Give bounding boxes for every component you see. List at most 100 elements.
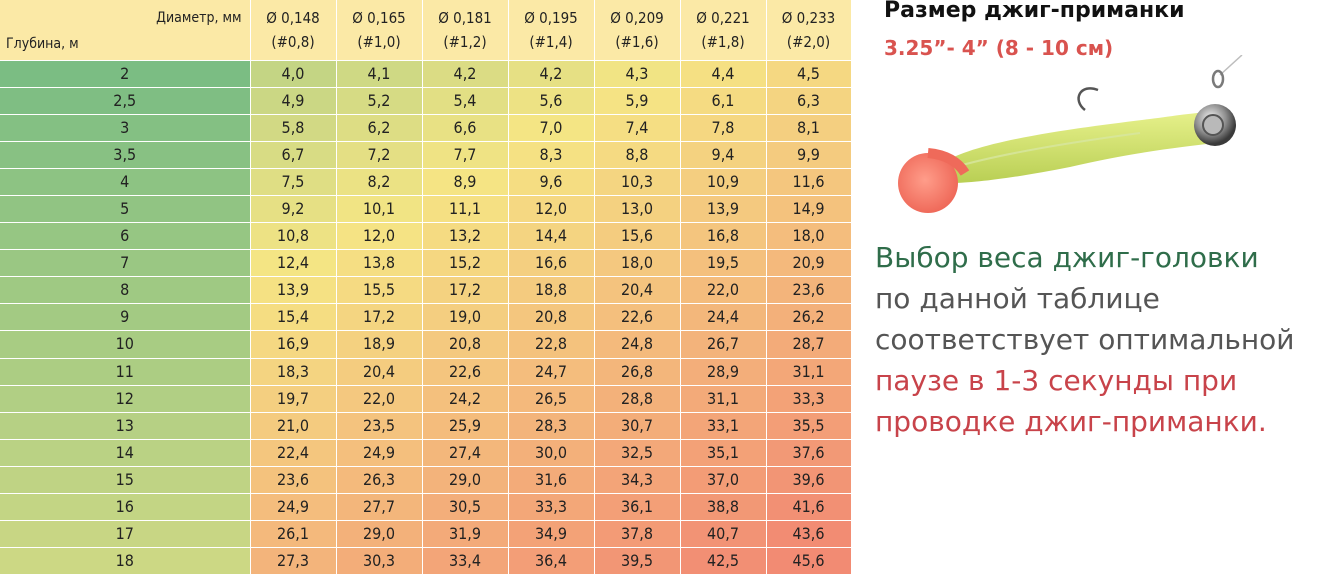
weight-cell: 8,9 (422, 168, 509, 196)
weight-cell: 8,8 (594, 141, 681, 169)
weight-cell: 30,7 (594, 412, 681, 440)
jig-weight-table: Диаметр, мм Глубина, м Ø 0,148 (#0,8) Ø 0,… (0, 0, 852, 575)
weight-cell: 20,4 (594, 276, 681, 305)
table-body: 2 4,0 4,1 4,2 4,2 4,3 4,4 4,5 2,5 4,9 5,2 5,4 5,6 5,9… (0, 60, 852, 575)
weight-cell: 26,7 (680, 330, 767, 359)
weight-cell: 4,2 (422, 60, 509, 88)
column-pe-size: (#2,0) (786, 32, 831, 51)
weight-cell: 28,9 (680, 358, 767, 386)
weight-cell: 26,1 (250, 520, 337, 549)
column-pe-size: (#1,8) (701, 32, 745, 51)
weight-cell: 15,4 (250, 303, 337, 332)
weight-cell: 27,4 (422, 439, 509, 467)
weight-cell: 29,0 (422, 466, 509, 495)
weight-cell: 7,7 (422, 141, 509, 169)
weight-cell: 4,1 (336, 60, 423, 88)
depth-cell: 3 (0, 114, 251, 142)
depth-cell: 6 (0, 222, 251, 251)
weight-cell: 15,2 (422, 249, 509, 278)
depth-cell: 18 (0, 547, 251, 575)
weight-cell: 45,6 (766, 547, 852, 575)
weight-cell: 4,2 (508, 60, 595, 88)
weight-cell: 18,8 (508, 276, 595, 305)
weight-cell: 28,3 (508, 412, 595, 440)
weight-cell: 13,9 (250, 276, 337, 305)
column-diameter: Ø 0,195 (524, 8, 578, 27)
weight-cell: 33,3 (766, 385, 852, 413)
weight-cell: 24,2 (422, 385, 509, 413)
depth-cell: 13 (0, 412, 251, 440)
lure-size-title: Размер джиг-приманки (884, 0, 1185, 23)
description-line-2: по данной таблице (875, 282, 1160, 315)
weight-cell: 43,6 (766, 520, 852, 549)
weight-cell: 23,5 (336, 412, 423, 440)
jig-lure-illustration (880, 54, 1260, 234)
column-diameter: Ø 0,165 (352, 8, 406, 27)
weight-cell: 10,3 (594, 168, 681, 196)
weight-cell: 6,1 (680, 87, 767, 115)
weight-cell: 9,4 (680, 141, 767, 169)
weight-cell: 20,4 (336, 358, 423, 386)
weight-cell: 25,9 (422, 412, 509, 440)
weight-cell: 8,1 (766, 114, 852, 142)
table-row: 14 22,4 24,9 27,4 30,0 32,5 35,1 37,6 (0, 439, 852, 467)
column-diameter: Ø 0,221 (696, 8, 750, 27)
table-corner-header: Диаметр, мм Глубина, м (0, 0, 251, 61)
weight-cell: 13,8 (336, 249, 423, 278)
weight-cell: 30,0 (508, 439, 595, 467)
weight-cell: 23,6 (250, 466, 337, 495)
depth-cell: 10 (0, 330, 251, 359)
table-row: 3 5,8 6,2 6,6 7,0 7,4 7,8 8,1 (0, 114, 852, 142)
weight-cell: 22,6 (422, 358, 509, 386)
table-row: 3,5 6,7 7,2 7,7 8,3 8,8 9,4 9,9 (0, 141, 852, 169)
weight-cell: 27,3 (250, 547, 337, 575)
weight-cell: 22,6 (594, 303, 681, 332)
weight-cell: 16,9 (250, 330, 337, 359)
weight-cell: 15,6 (594, 222, 681, 251)
description-line-4: паузе в 1-3 секунды при (875, 364, 1238, 397)
weight-cell: 16,8 (680, 222, 767, 251)
weight-cell: 9,6 (508, 168, 595, 196)
weight-cell: 33,4 (422, 547, 509, 575)
description-line-5: проводке джиг-приманки. (875, 405, 1267, 438)
weight-cell: 39,6 (766, 466, 852, 495)
column-header: Ø 0,221 (#1,8) (680, 0, 767, 61)
weight-cell: 10,9 (680, 168, 767, 196)
weight-cell: 34,9 (508, 520, 595, 549)
weight-cell: 5,8 (250, 114, 337, 142)
column-diameter: Ø 0,233 (781, 8, 836, 27)
weight-cell: 19,0 (422, 303, 509, 332)
table-row: 4 7,5 8,2 8,9 9,6 10,3 10,9 11,6 (0, 168, 852, 196)
weight-cell: 36,1 (594, 493, 681, 522)
weight-cell: 18,0 (594, 249, 681, 278)
column-header: Ø 0,181 (#1,2) (422, 0, 509, 61)
depth-cell: 9 (0, 303, 251, 332)
weight-cell: 19,5 (680, 249, 767, 278)
table-row: 17 26,1 29,0 31,9 34,9 37,8 40,7 43,6 (0, 520, 852, 549)
weight-cell: 19,7 (250, 385, 337, 413)
weight-cell: 7,8 (680, 114, 767, 142)
depth-cell: 15 (0, 466, 251, 495)
table-row: 2,5 4,9 5,2 5,4 5,6 5,9 6,1 6,3 (0, 87, 852, 115)
weight-cell: 6,2 (336, 114, 423, 142)
weight-cell: 4,4 (680, 60, 767, 88)
weight-cell: 27,7 (336, 493, 423, 522)
depth-cell: 4 (0, 168, 251, 196)
column-diameter: Ø 0,148 (266, 8, 320, 27)
weight-cell: 5,2 (336, 87, 423, 115)
weight-cell: 36,4 (508, 547, 595, 575)
weight-cell: 13,2 (422, 222, 509, 251)
weight-cell: 26,3 (336, 466, 423, 495)
weight-cell: 31,1 (680, 385, 767, 413)
depth-cell: 11 (0, 358, 251, 386)
table-row: 16 24,9 27,7 30,5 33,3 36,1 38,8 41,6 (0, 493, 852, 522)
weight-cell: 28,8 (594, 385, 681, 413)
depth-cell: 14 (0, 439, 251, 467)
jig-lure-icon (898, 54, 1243, 213)
weight-cell: 7,0 (508, 114, 595, 142)
description-line-1: Выбор веса джиг-головки (875, 241, 1259, 274)
weight-cell: 10,1 (336, 195, 423, 224)
weight-cell: 31,6 (508, 466, 595, 495)
column-pe-size: (#1,4) (529, 32, 573, 51)
description-line-3: соответствует оптимальной (875, 323, 1295, 356)
